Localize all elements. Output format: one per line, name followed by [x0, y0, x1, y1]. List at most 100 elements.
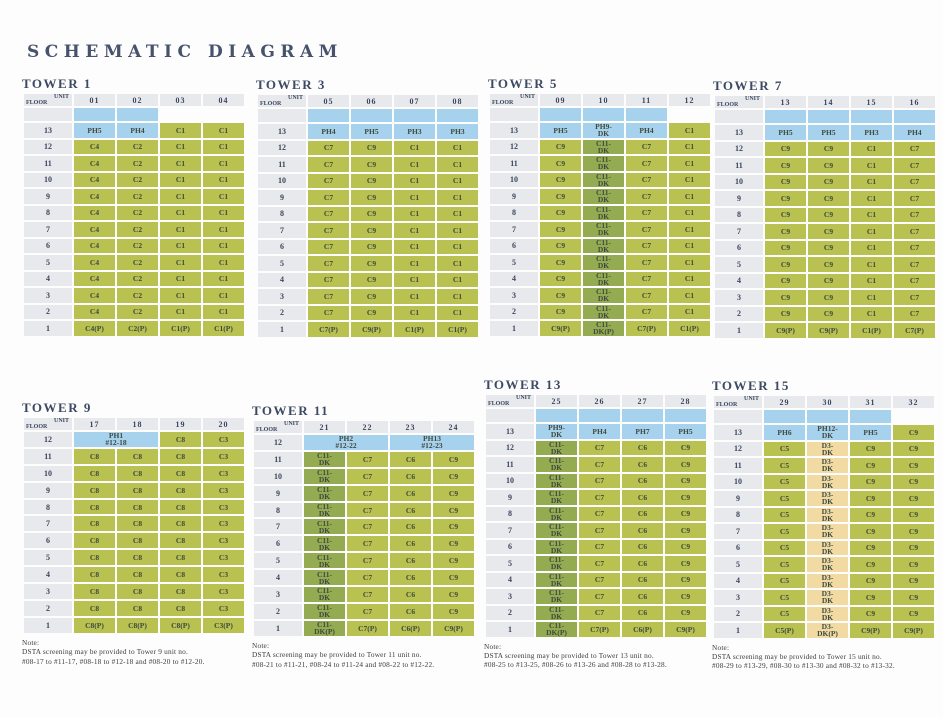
floor-label: 6 [715, 240, 763, 255]
unit-cell: C8 [160, 516, 201, 532]
unit-cell: C7 [347, 536, 388, 552]
unit-cell: C9 [893, 425, 934, 440]
unit-number-header: 11 [626, 94, 667, 106]
unit-cell: C8 [117, 499, 158, 515]
unit-cell: C11- DK [583, 271, 624, 286]
unit-cell: C6 [390, 485, 431, 501]
unit-cell: C6 [390, 536, 431, 552]
floor-label: 6 [258, 239, 306, 254]
unit-cell: C7 [347, 553, 388, 569]
unit-cell: C11- DK [304, 451, 345, 467]
floor-label: 6 [24, 238, 72, 253]
floor-label: 9 [258, 190, 306, 205]
floor-label: 3 [258, 289, 306, 304]
unit-cell: C5 [764, 474, 805, 489]
note-line2: #08-17 to #11-17, #08-18 to #12-18 and #… [22, 656, 205, 666]
floor-label: 8 [258, 206, 306, 221]
corner-floor-label: FLOOR [256, 427, 278, 433]
tower-grid-tower-3: UNIT FLOOR 05 06 07 08 13 PH4 PH5 PH3 PH3 12 C7 C9 C1 C… [256, 93, 480, 339]
unit-cell: C2 [117, 288, 158, 303]
unit-cell: C2 [117, 304, 158, 319]
unit-cell: C1 [160, 255, 201, 270]
floor-label: 8 [254, 502, 302, 518]
unit-cell: C9 [765, 224, 806, 239]
unit-cell: C9 [433, 519, 474, 535]
unit-cell: C6 [622, 506, 663, 521]
unit-cell: C7 [894, 290, 935, 305]
gap-cell [117, 108, 158, 121]
unit-cell: C8 [160, 448, 201, 464]
unit-cell: C3 [203, 516, 244, 532]
unit-cell: C7 [894, 207, 935, 222]
corner-floor-label: FLOOR [488, 401, 510, 407]
tower-title-tower-15: TOWER 15 [712, 378, 790, 393]
corner-header: UNIT FLOOR [24, 94, 72, 106]
tower-title-tower-13: TOWER 13 [484, 377, 562, 392]
unit-cell: C7 [308, 305, 349, 320]
unit-cell: C5 [764, 524, 805, 539]
unit-cell: C7 [308, 239, 349, 254]
unit-cell: C9 [765, 306, 806, 321]
unit-number-header: 07 [394, 95, 435, 107]
unit-number-header: 18 [117, 418, 158, 430]
floor-label: 5 [715, 257, 763, 272]
unit-cell: PH5 [850, 425, 891, 440]
corner-unit-label: UNIT [287, 95, 303, 101]
unit-cell: C8 [117, 465, 158, 481]
gap-cell [764, 410, 805, 423]
unit-cell: C7 [308, 157, 349, 172]
tower-title-tower-1: TOWER 1 [22, 76, 92, 91]
unit-cell: C1 [669, 123, 710, 138]
corner-unit-label: UNIT [744, 96, 760, 102]
floor-label: 12 [258, 140, 306, 155]
floor-label: 5 [254, 553, 302, 569]
floor-label: 10 [254, 468, 302, 484]
floor-label: 5 [714, 557, 762, 572]
unit-cell: C9 [850, 474, 891, 489]
unit-cell: C7 [347, 570, 388, 586]
unit-cell: C2 [117, 238, 158, 253]
gap-cell [808, 110, 849, 123]
floor-label: 2 [714, 606, 762, 621]
floor-label: 7 [24, 516, 72, 532]
floor-label: 9 [714, 491, 762, 506]
unit-cell: C8 [117, 584, 158, 599]
unit-cell: C7 [347, 519, 388, 535]
unit-cell: C9 [351, 140, 392, 155]
unit-cell: C4 [74, 172, 115, 187]
unit-cell: C1 [160, 123, 201, 138]
floor-label: 4 [715, 273, 763, 288]
unit-cell: C7 [308, 272, 349, 287]
unit-cell: C1 [203, 238, 244, 253]
floor-label-empty [258, 109, 306, 122]
unit-cell: C1 [437, 173, 478, 188]
gap-cell [540, 108, 581, 121]
floor-label: 10 [486, 473, 534, 488]
unit-cell: C6 [390, 587, 431, 602]
unit-number-header: 16 [894, 96, 935, 108]
unit-cell: C7 [347, 587, 388, 602]
unit-cell: C6 [622, 523, 663, 538]
floor-label: 1 [715, 323, 763, 338]
gap-cell [850, 410, 891, 423]
unit-cell: C5 [764, 507, 805, 522]
tower-block-tower-11: TOWER 11 UNIT FLOOR 21 22 23 24 12 PH2 #12-22 PH1… [252, 403, 478, 669]
unit-cell: C1 [669, 271, 710, 286]
unit-cell: D3- DK [807, 474, 848, 489]
unit-cell: C9 [433, 587, 474, 602]
unit-cell: C7(P) [894, 323, 935, 338]
unit-cell: C1 [160, 304, 201, 319]
unit-cell: C1 [160, 288, 201, 303]
unit-cell: C9 [893, 441, 934, 456]
unit-cell: C11- DK [304, 468, 345, 484]
gap-cell [160, 108, 201, 121]
unit-cell: C8 [117, 448, 158, 464]
floor-label: 12 [24, 432, 72, 447]
unit-cell: D3- DK [807, 458, 848, 473]
note-line1: DSTA screening may be provided to Tower … [484, 650, 654, 660]
unit-cell: C1 [394, 173, 435, 188]
unit-cell: C9 [665, 556, 706, 571]
unit-cell: C9 [665, 572, 706, 587]
unit-number-header: 17 [74, 418, 115, 430]
unit-cell: C1 [394, 239, 435, 254]
